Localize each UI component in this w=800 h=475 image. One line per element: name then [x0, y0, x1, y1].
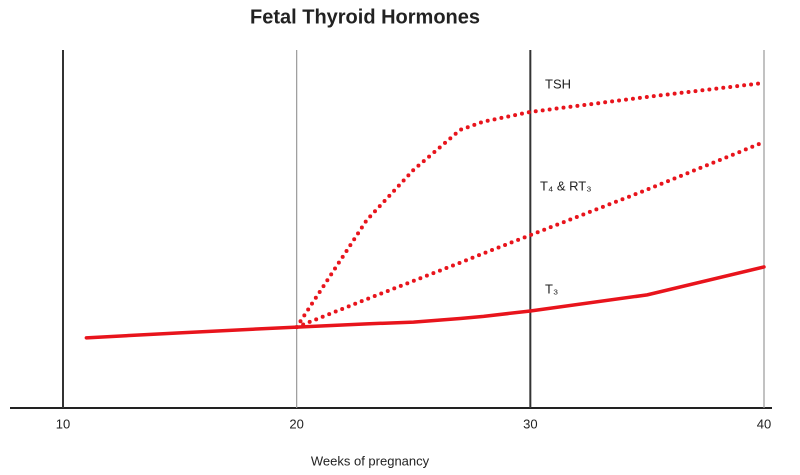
x-tick-label: 40 [757, 416, 771, 431]
series-label: T₄ & RT₃ [540, 178, 592, 193]
x-axis-label: Weeks of pregnancy [311, 453, 430, 468]
x-tick-label: 30 [523, 416, 537, 431]
chart-title: Fetal Thyroid Hormones [250, 6, 480, 28]
series-line [84, 265, 766, 340]
series-line [294, 140, 766, 330]
x-tick-label: 20 [289, 416, 303, 431]
series-label: TSH [545, 76, 571, 91]
series-line [294, 80, 766, 330]
x-tick-label: 10 [56, 416, 70, 431]
series-label: T₃ [545, 281, 558, 296]
